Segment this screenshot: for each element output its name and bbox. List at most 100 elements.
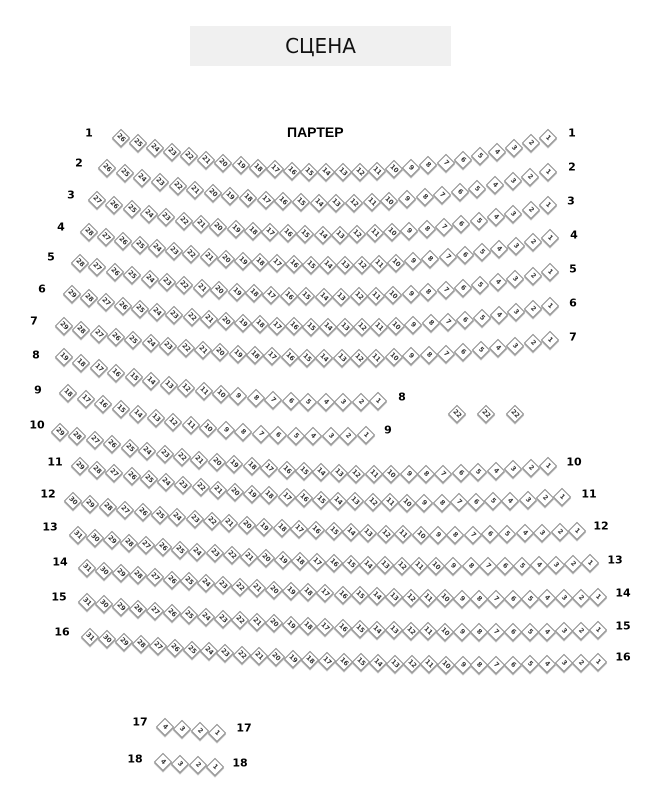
seat[interactable]: 2 <box>523 333 542 353</box>
seat[interactable]: 5 <box>472 243 491 262</box>
seat[interactable]: 10 <box>211 384 231 404</box>
seat[interactable]: 24 <box>145 138 165 158</box>
seat[interactable]: 14 <box>312 462 331 482</box>
seat[interactable]: 27 <box>89 324 108 343</box>
seat[interactable]: 18 <box>242 457 261 476</box>
seat[interactable]: 20 <box>216 312 235 331</box>
seat[interactable]: 6 <box>452 214 471 234</box>
seat[interactable]: 11 <box>181 415 200 435</box>
seat[interactable]: 20 <box>265 580 284 599</box>
seat[interactable]: 1 <box>588 587 608 607</box>
seat[interactable]: 16 <box>333 585 352 604</box>
seat[interactable]: 7 <box>463 525 482 544</box>
seat[interactable]: 2 <box>550 522 569 542</box>
seat[interactable]: 4 <box>153 752 173 772</box>
seat[interactable]: 4 <box>487 143 506 162</box>
seat[interactable]: 26 <box>113 231 133 250</box>
seat[interactable]: 5 <box>468 179 487 199</box>
seat[interactable]: 12 <box>349 287 368 306</box>
seat[interactable]: 13 <box>384 621 403 640</box>
seat[interactable]: 11 <box>370 317 389 336</box>
seat[interactable]: 11 <box>418 588 437 608</box>
seat[interactable]: 1 <box>552 487 572 507</box>
extra-seat[interactable]: 22 <box>447 404 467 424</box>
seat[interactable]: 5 <box>469 211 488 231</box>
seat[interactable]: 20 <box>237 515 256 535</box>
seat[interactable]: 30 <box>94 561 114 580</box>
seat[interactable]: 25 <box>179 606 199 625</box>
seat[interactable]: 14 <box>128 404 148 423</box>
seat[interactable]: 1 <box>538 162 558 182</box>
seat[interactable]: 8 <box>432 493 451 512</box>
seat[interactable]: 2 <box>521 200 540 219</box>
seat[interactable]: 7 <box>434 464 453 483</box>
seat[interactable]: 1 <box>356 425 376 445</box>
seat[interactable]: 16 <box>284 317 304 336</box>
seat[interactable]: 24 <box>168 507 187 527</box>
seat[interactable]: 22 <box>182 244 201 264</box>
seat[interactable]: 18 <box>290 551 310 571</box>
seat[interactable]: 13 <box>146 408 165 427</box>
seat[interactable]: 8 <box>469 622 488 642</box>
seat[interactable]: 3 <box>504 204 523 223</box>
seat[interactable]: 7 <box>486 589 505 609</box>
seat[interactable]: 30 <box>63 491 83 511</box>
seat[interactable]: 4 <box>537 589 557 608</box>
seat[interactable]: 8 <box>421 314 440 333</box>
seat[interactable]: 19 <box>231 156 250 175</box>
seat[interactable]: 19 <box>233 251 252 270</box>
seat[interactable]: 31 <box>77 592 97 612</box>
seat[interactable]: 18 <box>72 353 91 372</box>
seat[interactable]: 13 <box>346 492 365 511</box>
seat[interactable]: 16 <box>280 348 299 367</box>
seat[interactable]: 3 <box>554 621 574 641</box>
seat[interactable]: 15 <box>311 490 331 509</box>
seat[interactable]: 21 <box>199 310 218 329</box>
seat[interactable]: 18 <box>272 518 291 538</box>
seat[interactable]: 22 <box>180 147 199 166</box>
seat[interactable]: 21 <box>190 450 209 469</box>
seat[interactable]: 1 <box>588 620 608 640</box>
seat[interactable]: 19 <box>226 219 245 238</box>
seat[interactable]: 23 <box>185 510 204 529</box>
seat[interactable]: 27 <box>148 636 167 656</box>
seat[interactable]: 24 <box>133 168 152 188</box>
seat[interactable]: 11 <box>410 556 429 576</box>
seat[interactable]: 6 <box>495 556 514 576</box>
seat[interactable]: 10 <box>387 253 406 272</box>
seat[interactable]: 29 <box>102 531 122 550</box>
seat[interactable]: 23 <box>158 336 178 356</box>
seat[interactable]: 16 <box>277 460 296 479</box>
seat[interactable]: 19 <box>54 347 74 367</box>
seat[interactable]: 8 <box>421 250 440 269</box>
seat[interactable]: 1 <box>540 330 560 350</box>
seat[interactable]: 10 <box>384 348 403 367</box>
seat[interactable]: 14 <box>313 225 332 244</box>
seat[interactable]: 4 <box>304 427 323 446</box>
seat[interactable]: 24 <box>188 542 207 561</box>
seat[interactable]: 22 <box>222 545 241 565</box>
seat[interactable]: 11 <box>364 464 383 484</box>
seat[interactable]: 12 <box>350 162 370 181</box>
seat[interactable]: 2 <box>188 756 207 775</box>
seat[interactable]: 6 <box>504 655 523 674</box>
seat[interactable]: 11 <box>419 655 438 674</box>
seat[interactable]: 23 <box>155 444 174 464</box>
seat[interactable]: 17 <box>316 584 335 603</box>
seat[interactable]: 3 <box>504 138 524 158</box>
seat[interactable]: 14 <box>309 193 328 213</box>
seat[interactable]: 9 <box>397 190 417 209</box>
seat[interactable]: 6 <box>503 622 523 642</box>
seat[interactable]: 22 <box>182 308 201 327</box>
seat[interactable]: 29 <box>114 632 134 651</box>
seat[interactable]: 26 <box>103 434 122 454</box>
seat[interactable]: 14 <box>318 318 338 337</box>
seat[interactable]: 24 <box>148 302 167 322</box>
seat[interactable]: 9 <box>400 221 419 240</box>
seat[interactable]: 19 <box>282 615 301 634</box>
seat[interactable]: 5 <box>472 308 491 327</box>
seat[interactable]: 9 <box>402 158 421 177</box>
seat[interactable]: 10 <box>380 191 399 211</box>
seat[interactable]: 22 <box>176 339 195 358</box>
seat[interactable]: 9 <box>229 387 248 406</box>
